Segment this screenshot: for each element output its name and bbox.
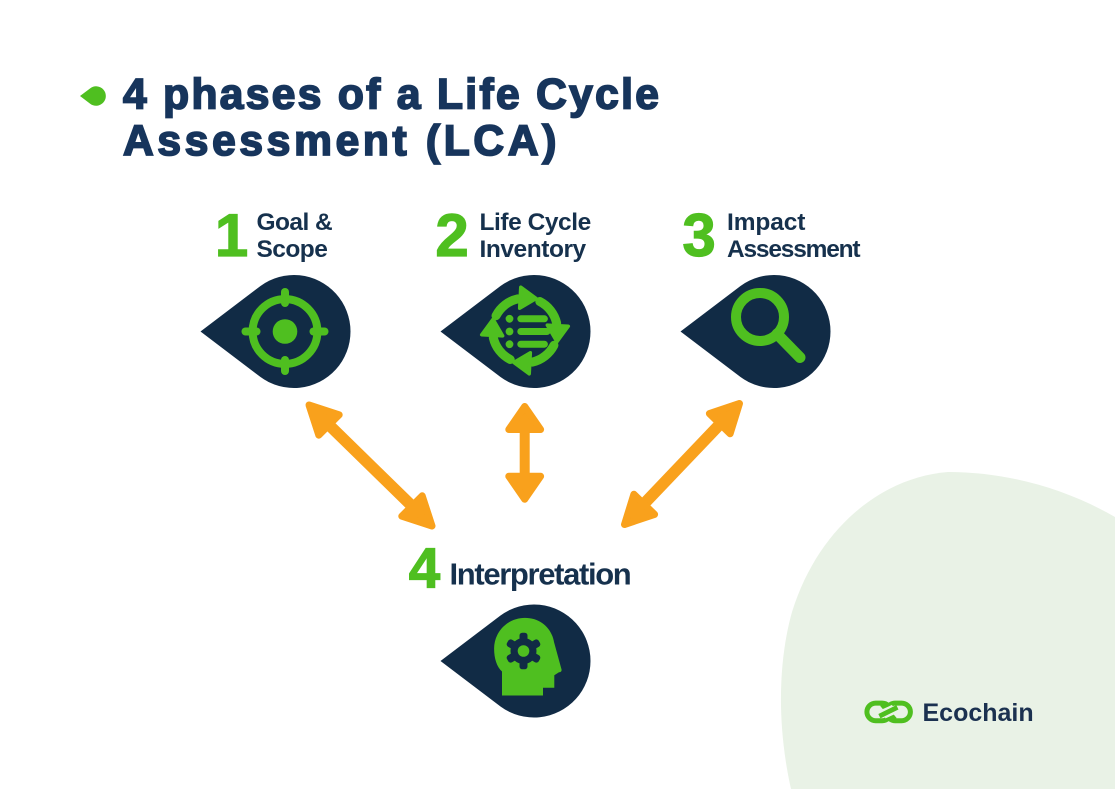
svg-text:Assessment (LCA): Assessment (LCA) — [123, 118, 560, 165]
svg-text:Life Cycle: Life Cycle — [480, 209, 591, 236]
svg-text:4: 4 — [409, 537, 441, 600]
svg-text:4 phases of a Life Cycle: 4 phases of a Life Cycle — [123, 71, 661, 118]
svg-text:1: 1 — [215, 202, 248, 269]
svg-text:Assessment: Assessment — [727, 236, 860, 263]
svg-text:3: 3 — [682, 202, 715, 269]
svg-text:Goal &: Goal & — [257, 209, 333, 236]
svg-text:Interpretation: Interpretation — [450, 557, 631, 592]
svg-text:2: 2 — [435, 202, 468, 269]
svg-text:Scope: Scope — [257, 236, 328, 263]
svg-text:Impact: Impact — [727, 209, 805, 236]
svg-text:Inventory: Inventory — [480, 236, 587, 263]
svg-text:Ecochain: Ecochain — [923, 699, 1034, 727]
